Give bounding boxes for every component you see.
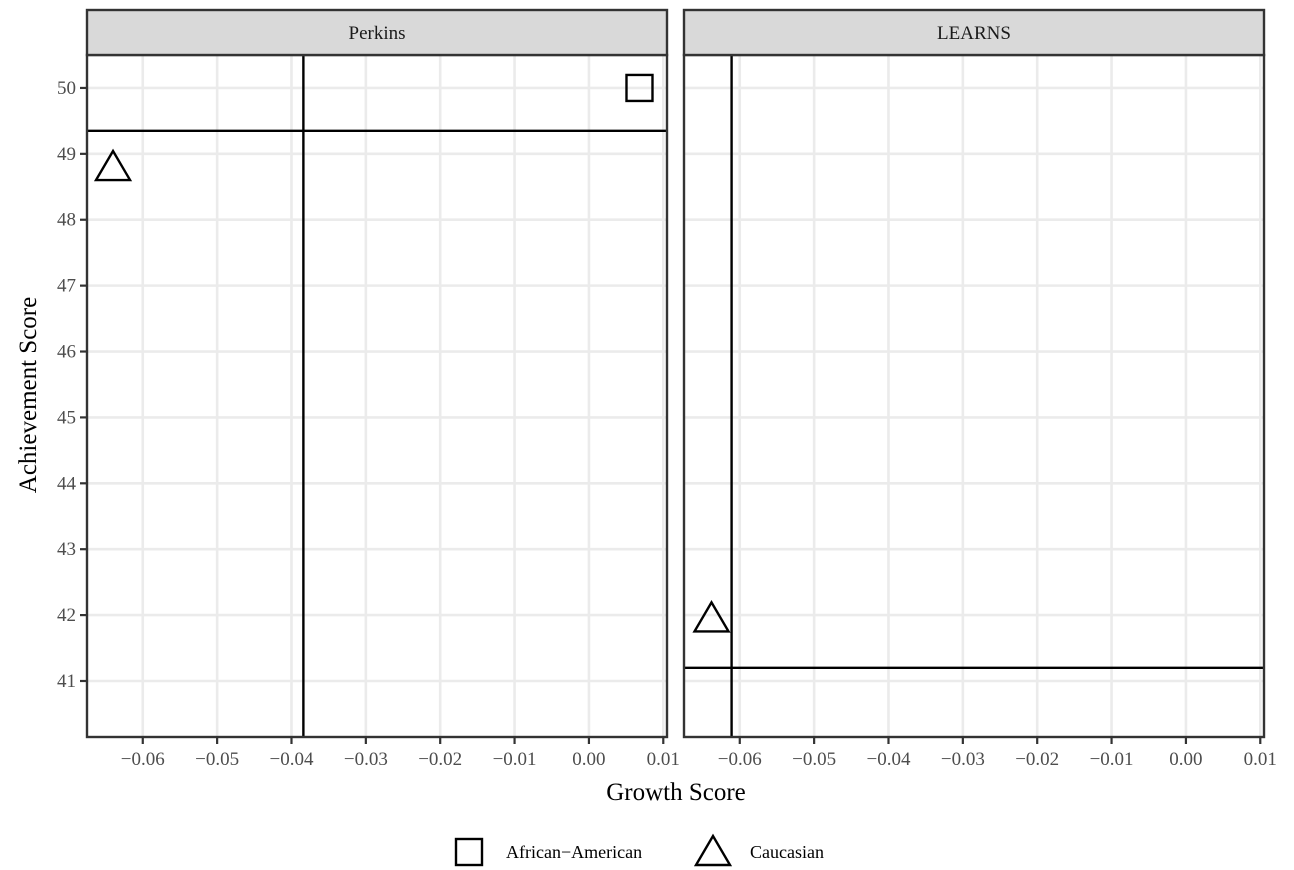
panel-border [85, 53, 669, 739]
y-tick-label: 43 [57, 539, 76, 560]
data-point-triangle [692, 600, 731, 633]
x-tick-label: −0.04 [867, 749, 911, 770]
legend-label: African−American [506, 842, 642, 862]
x-tick-label: −0.06 [121, 749, 165, 770]
y-tick-label: 44 [57, 473, 77, 494]
y-tick-label: 41 [57, 671, 76, 692]
panel-border [682, 53, 1266, 739]
legend: African−American Caucasian [454, 833, 824, 867]
x-tick-label: 0.01 [647, 749, 680, 770]
x-tick-label: −0.03 [941, 749, 985, 770]
y-tick-label: 50 [57, 78, 76, 99]
x-tick-label: −0.03 [344, 749, 388, 770]
facet-strip [85, 8, 669, 57]
x-tick-label: −0.01 [493, 749, 537, 770]
data-point-triangle [93, 148, 133, 182]
y-tick-label: 48 [57, 210, 76, 231]
y-tick-label: 45 [57, 407, 76, 428]
x-tick-label: 0.01 [1244, 749, 1277, 770]
data-point-square [625, 73, 654, 103]
x-tick-label: −0.05 [792, 749, 836, 770]
x-tick-label: −0.01 [1090, 749, 1134, 770]
legend-square-icon [454, 837, 484, 867]
x-tick-label: −0.02 [418, 749, 462, 770]
legend-label: Caucasian [750, 842, 824, 862]
y-tick-label: 49 [57, 144, 76, 165]
y-tick-label: 42 [57, 605, 76, 626]
x-tick-label: −0.04 [270, 749, 314, 770]
facet-strip-label: Perkins [349, 23, 406, 44]
x-tick-label: −0.06 [718, 749, 762, 770]
panels: Perkins −0.06 −0.05 −0.04 −0.03 −0.02 −0.01 0.0… [57, 8, 1277, 770]
x-tick-label: −0.02 [1015, 749, 1059, 770]
x-tick-label: 0.00 [572, 749, 605, 770]
x-tick-label: −0.05 [195, 749, 239, 770]
y-axis-title: Achievement Score [15, 297, 42, 493]
x-tick-label: 0.00 [1169, 749, 1202, 770]
y-tick-label: 46 [57, 342, 76, 363]
y-tick-label: 47 [57, 276, 76, 297]
legend-triangle-icon [693, 833, 733, 867]
x-axis-title: Growth Score [606, 779, 746, 806]
facet-strip-label: LEARNS [937, 23, 1011, 44]
facet-strip [682, 8, 1266, 57]
panel-perkins: Perkins −0.06 −0.05 −0.04 −0.03 −0.02 −0.01 0.0… [57, 8, 680, 770]
panel-learns: LEARNS −0.06 −0.05 −0.04 −0.03 −0.02 −0.01 0.00… [682, 8, 1277, 770]
